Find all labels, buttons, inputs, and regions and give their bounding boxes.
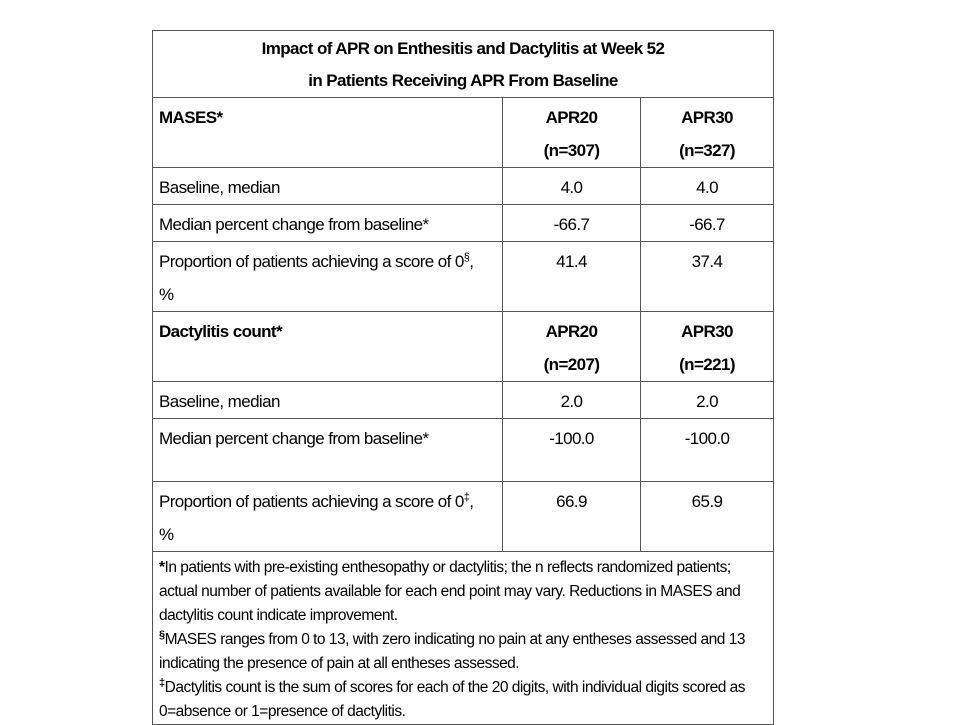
row-label-unit: % bbox=[159, 285, 174, 304]
title-cell: Impact of APR on Enthesitis and Dactylit… bbox=[151, 30, 775, 98]
row-label: Median percent change from baseline* bbox=[152, 204, 503, 242]
value-cell: 37.4 bbox=[639, 241, 775, 312]
value-cell: -100.0 bbox=[502, 418, 641, 482]
column-header: APR20 (n=207) bbox=[502, 311, 641, 382]
section-label: MASES* bbox=[152, 97, 503, 168]
row-label-text: Median percent change from baseline* bbox=[159, 215, 429, 234]
value-cell: -100.0 bbox=[639, 418, 775, 482]
section-label-text: Dactylitis count* bbox=[159, 322, 283, 341]
footnote-text: Dactylitis count is the sum of scores fo… bbox=[159, 679, 746, 720]
value-cell: 66.9 bbox=[502, 481, 641, 552]
value: 66.9 bbox=[556, 492, 587, 511]
value-cell: 4.0 bbox=[639, 167, 775, 205]
data-row: Median percent change from baseline* -100… bbox=[152, 418, 775, 482]
value: 4.0 bbox=[560, 178, 583, 197]
row-label-sup: ‡ bbox=[463, 491, 470, 504]
value: 41.4 bbox=[556, 252, 587, 271]
data-row: Proportion of patients achieving a score… bbox=[152, 241, 775, 312]
value-cell: 41.4 bbox=[502, 241, 641, 312]
column-header-line: (n=221) bbox=[679, 355, 735, 374]
row-label-text: Proportion of patients achieving a score… bbox=[159, 492, 464, 511]
column-header-line: APR30 bbox=[681, 108, 733, 127]
footnote-text: MASES ranges from 0 to 13, with zero ind… bbox=[159, 631, 745, 672]
data-row: Proportion of patients achieving a score… bbox=[152, 481, 775, 552]
value-cell: 4.0 bbox=[502, 167, 641, 205]
value-cell: -66.7 bbox=[502, 204, 641, 242]
section-label: Dactylitis count* bbox=[152, 311, 503, 382]
row-label: Baseline, median bbox=[152, 381, 503, 419]
section-label-text: MASES* bbox=[159, 108, 223, 127]
data-row: Baseline, median 4.0 4.0 bbox=[152, 167, 775, 205]
column-header-line: APR20 bbox=[545, 322, 598, 341]
row-label-sup: § bbox=[463, 251, 470, 264]
footnote-text: In patients with pre-existing enthesopat… bbox=[159, 559, 741, 624]
row-label-suffix: , bbox=[469, 492, 474, 511]
footnote-cell: *In patients with pre-existing enthesopa… bbox=[151, 551, 775, 725]
data-row: Baseline, median 2.0 2.0 bbox=[152, 381, 775, 419]
value-cell: 2.0 bbox=[639, 381, 775, 419]
row-label: Proportion of patients achieving a score… bbox=[152, 481, 503, 552]
column-header-line: (n=307) bbox=[543, 141, 600, 160]
column-header-line: (n=327) bbox=[679, 141, 735, 160]
value: 2.0 bbox=[696, 392, 718, 411]
section-header: Dactylitis count* APR20 (n=207) APR30 (n=221… bbox=[152, 311, 775, 382]
footnote-mark: ‡ bbox=[159, 676, 165, 689]
column-header-line: APR30 bbox=[681, 322, 733, 341]
title-row: Impact of APR on Enthesitis and Dactylit… bbox=[151, 30, 775, 98]
row-label-text: Median percent change from baseline* bbox=[159, 429, 429, 448]
row-label-suffix: , bbox=[469, 252, 474, 271]
value-cell: -66.7 bbox=[639, 204, 775, 242]
column-header-line: APR20 bbox=[545, 108, 598, 127]
value: 4.0 bbox=[696, 178, 718, 197]
row-label-text: Proportion of patients achieving a score… bbox=[159, 252, 464, 271]
row-label: Baseline, median bbox=[152, 167, 503, 205]
value: -66.7 bbox=[553, 215, 590, 234]
title-line: Impact of APR on Enthesitis and Dactylit… bbox=[261, 39, 665, 58]
value: -100.0 bbox=[684, 429, 730, 448]
data-table: Impact of APR on Enthesitis and Dactylit… bbox=[151, 30, 775, 725]
value: -100.0 bbox=[549, 429, 594, 448]
footnote: ‡Dactylitis count is the sum of scores f… bbox=[159, 676, 767, 724]
column-header-line: (n=207) bbox=[543, 355, 600, 374]
row-label: Median percent change from baseline* bbox=[152, 418, 503, 482]
row-label-text: Baseline, median bbox=[159, 178, 280, 197]
value: 2.0 bbox=[560, 392, 583, 411]
footnote: §MASES ranges from 0 to 13, with zero in… bbox=[159, 628, 767, 676]
footnote-row: *In patients with pre-existing enthesopa… bbox=[151, 551, 775, 725]
value: 37.4 bbox=[691, 252, 723, 271]
title-line: in Patients Receiving APR From Baseline bbox=[308, 71, 618, 90]
column-header: APR30 (n=327) bbox=[639, 97, 775, 168]
data-row: Median percent change from baseline* -66.… bbox=[152, 204, 775, 242]
value-cell: 2.0 bbox=[502, 381, 641, 419]
column-header: APR20 (n=307) bbox=[502, 97, 641, 168]
row-label-text: Baseline, median bbox=[159, 392, 280, 411]
footnote-mark: * bbox=[159, 559, 165, 576]
footnote: *In patients with pre-existing enthesopa… bbox=[159, 556, 767, 628]
value: -66.7 bbox=[689, 215, 725, 234]
value-cell: 65.9 bbox=[639, 481, 775, 552]
section-header: MASES* APR20 (n=307) APR30 (n=327) bbox=[152, 97, 775, 168]
footnote-mark: § bbox=[159, 628, 165, 641]
row-label: Proportion of patients achieving a score… bbox=[152, 241, 503, 312]
value: 65.9 bbox=[691, 492, 723, 511]
column-header: APR30 (n=221) bbox=[639, 311, 775, 382]
row-label-unit: % bbox=[159, 525, 174, 544]
